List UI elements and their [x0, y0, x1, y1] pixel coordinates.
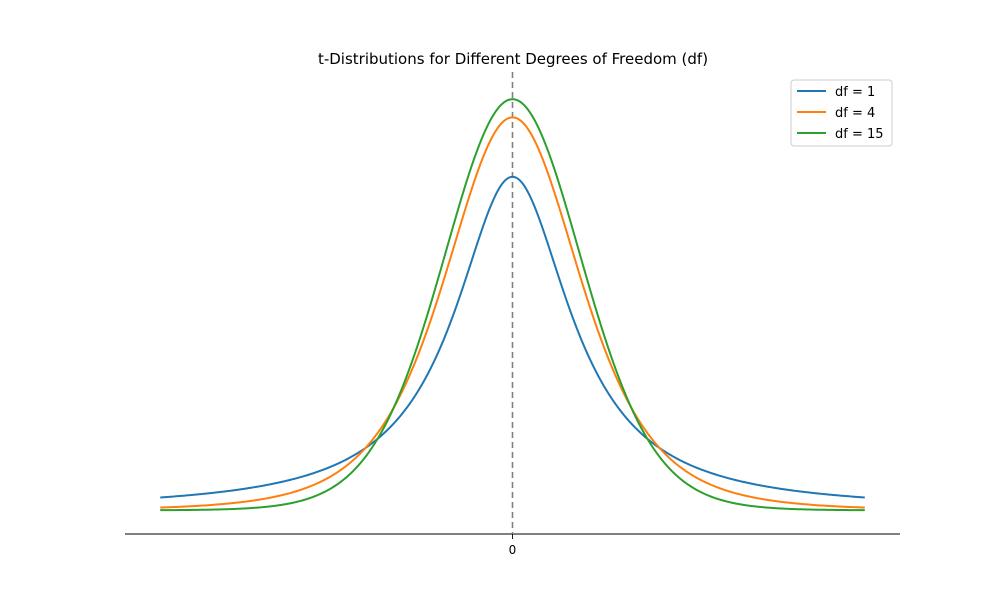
x-tick-label: 0: [509, 543, 517, 557]
series-line-1: [160, 175, 865, 499]
series-line-2: [160, 116, 865, 509]
x-tick-layer: 0: [509, 534, 517, 557]
series-line-3: [160, 98, 865, 512]
legend-label-1: df = 1: [835, 85, 875, 100]
series-layer: [160, 98, 865, 512]
legend-label-2: df = 4: [835, 106, 875, 121]
legend-items: df = 1 df = 4 df = 15: [797, 85, 884, 142]
legend-label-3: df = 15: [835, 127, 884, 142]
legend: df = 1 df = 4 df = 15: [790, 79, 893, 147]
chart-title: t-Distributions for Different Degrees of…: [318, 50, 708, 68]
legend-box: [790, 79, 893, 147]
